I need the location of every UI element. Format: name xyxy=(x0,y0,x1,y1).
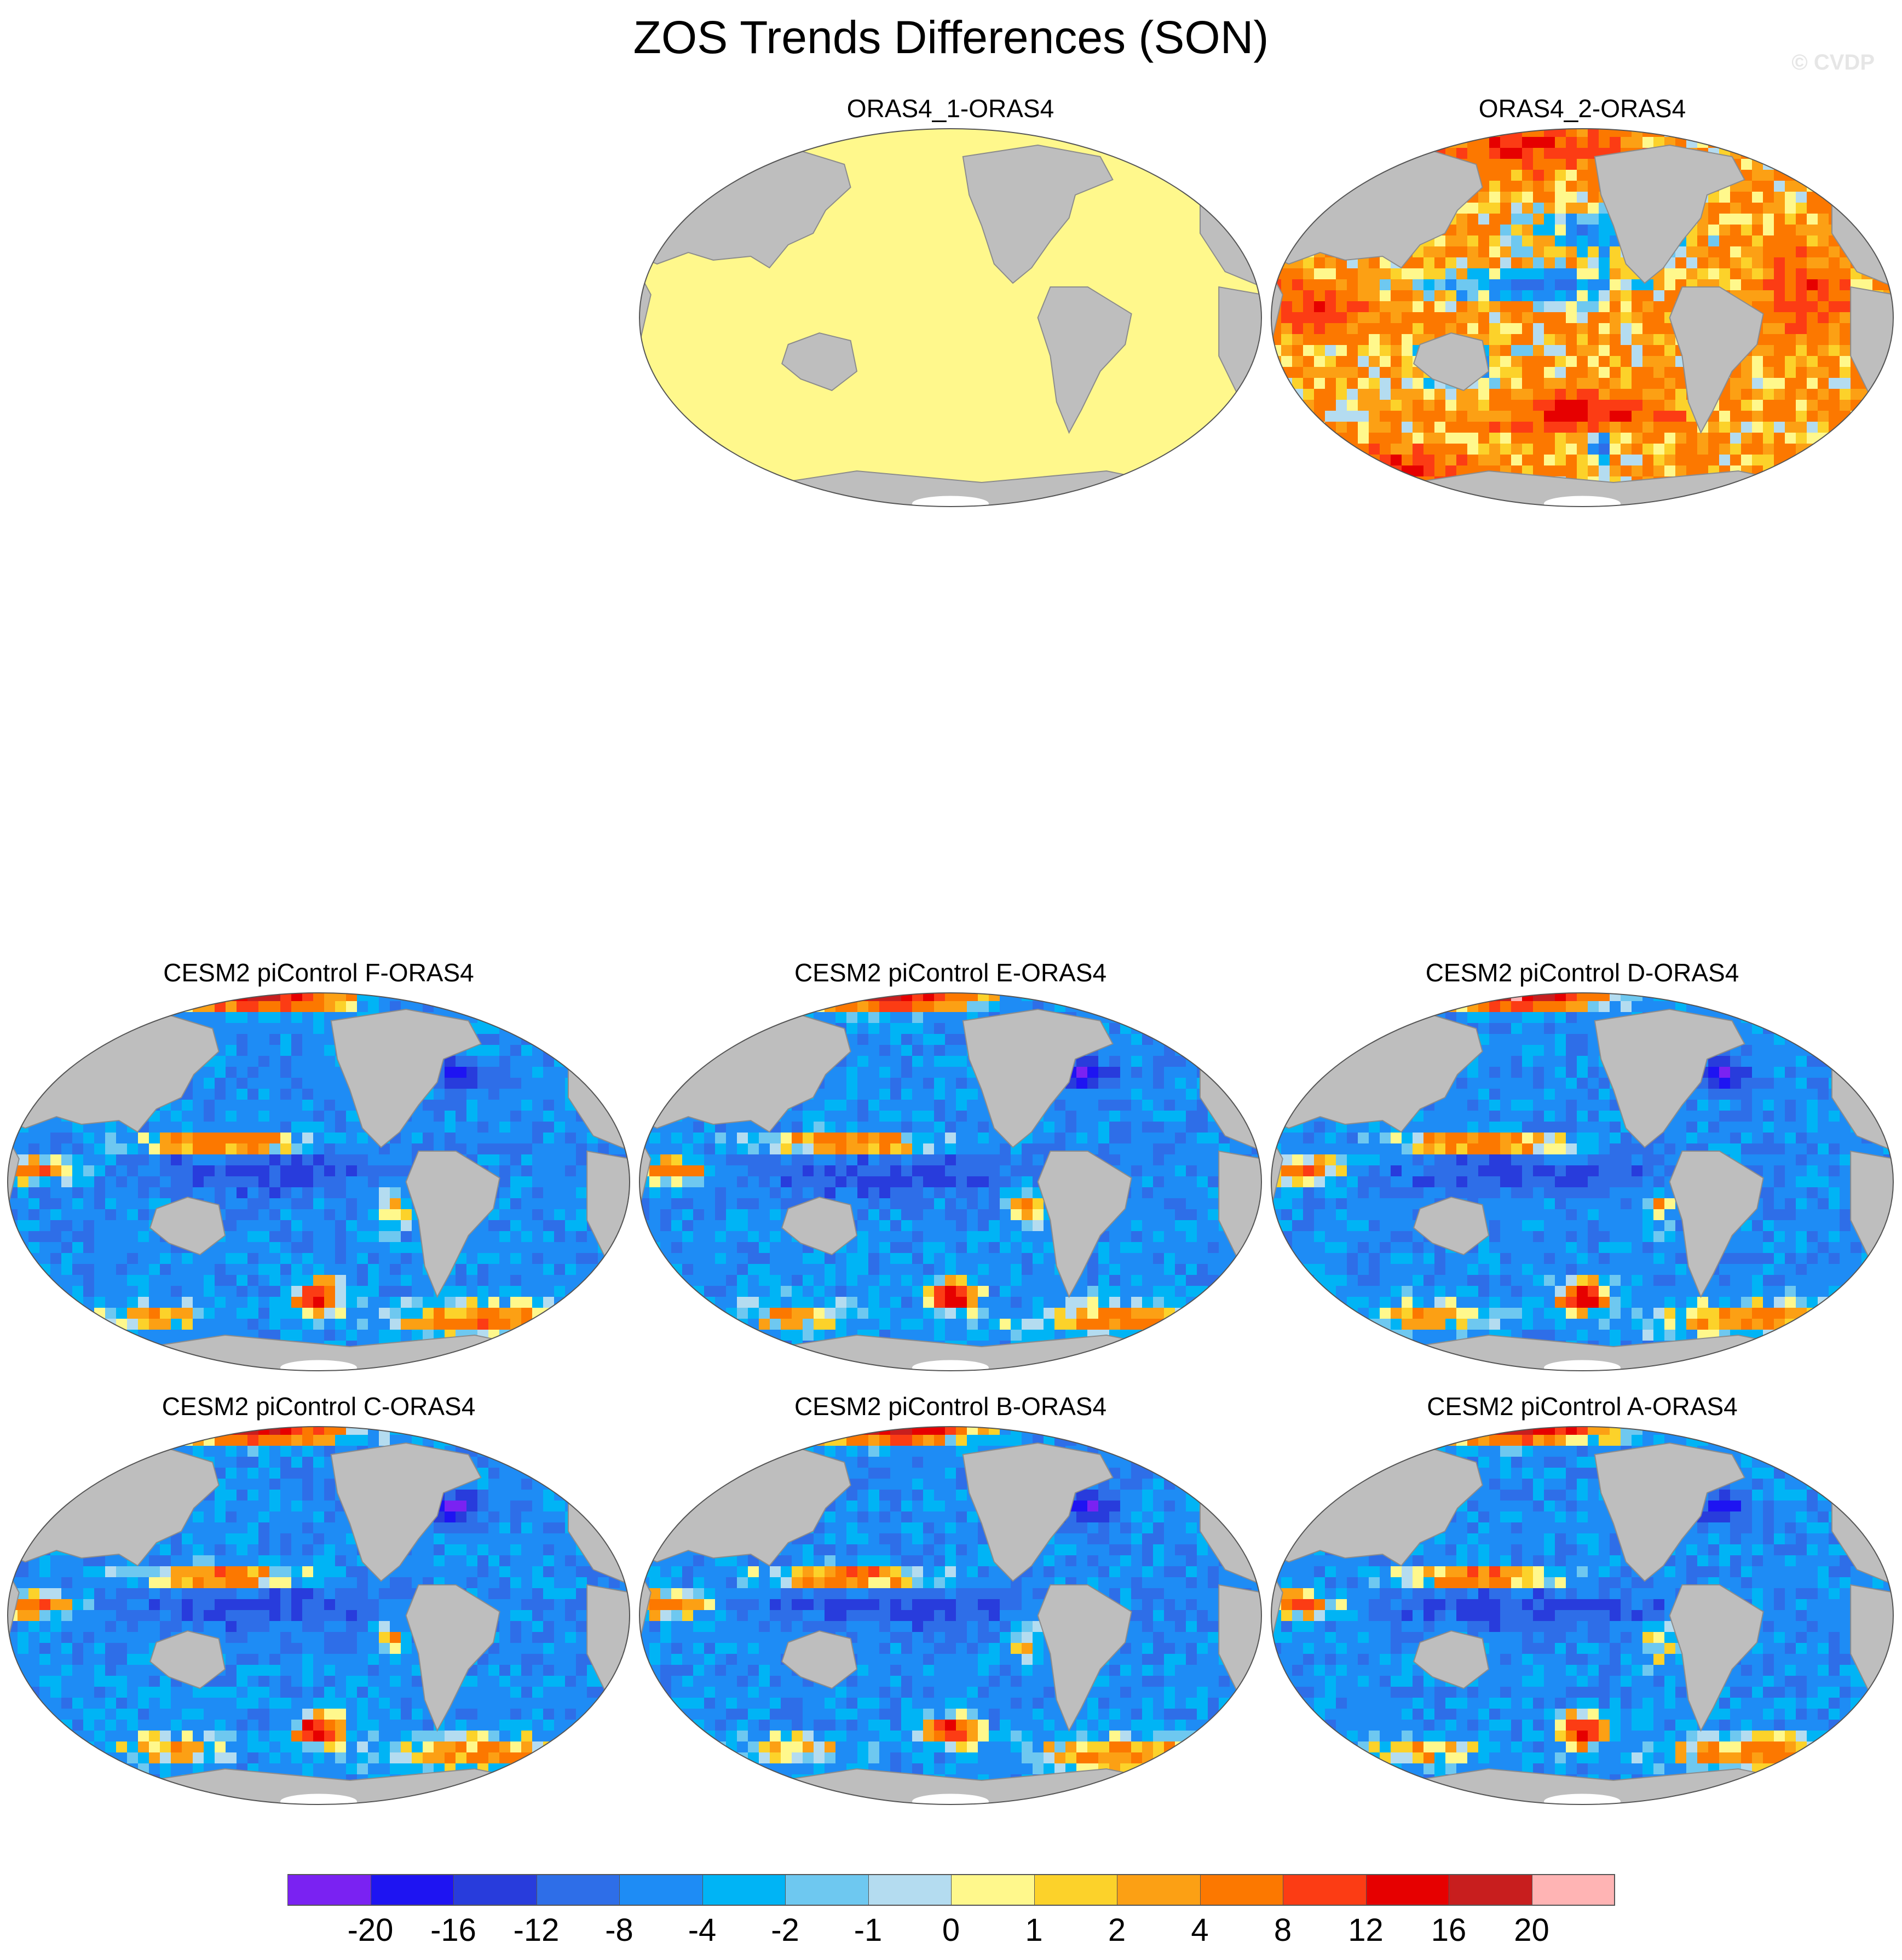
colorbar-box xyxy=(1200,1874,1283,1906)
colorbar-box xyxy=(619,1874,703,1906)
panel-title: CESM2 piControl E-ORAS4 xyxy=(794,958,1107,987)
panel-title: CESM2 piControl C-ORAS4 xyxy=(162,1392,476,1421)
map-oras4-1 xyxy=(639,128,1262,507)
colorbar-box xyxy=(536,1874,620,1906)
colorbar-label: -12 xyxy=(513,1912,560,1948)
map-panel-cesm2-c: CESM2 piControl C-ORAS4 xyxy=(1,1390,636,1817)
colorbar-label: 2 xyxy=(1108,1912,1126,1948)
colorbar-box xyxy=(1531,1874,1615,1906)
colorbar-box xyxy=(1365,1874,1449,1906)
panel-title: ORAS4_1-ORAS4 xyxy=(846,94,1054,123)
colorbar-label: 12 xyxy=(1348,1912,1384,1948)
map-cesm2-c xyxy=(7,1426,630,1805)
map-panel-cesm2-b: CESM2 piControl B-ORAS4 xyxy=(633,1390,1268,1817)
colorbar-box xyxy=(702,1874,786,1906)
map-panel-cesm2-a: CESM2 piControl A-ORAS4 xyxy=(1265,1390,1900,1817)
map-panel-cesm2-e: CESM2 piControl E-ORAS4 xyxy=(633,956,1268,1383)
colorbar-box xyxy=(868,1874,952,1906)
colorbar-label: 0 xyxy=(942,1912,960,1948)
colorbar-label: -4 xyxy=(688,1912,717,1948)
colorbar-label: -16 xyxy=(430,1912,476,1948)
colorbar-box xyxy=(1034,1874,1117,1906)
map-cesm2-b xyxy=(639,1426,1262,1805)
colorbar-label: 1 xyxy=(1025,1912,1043,1948)
map-panel-cesm2-d: CESM2 piControl D-ORAS4 xyxy=(1265,956,1900,1383)
map-panel-oras4-1: ORAS4_1-ORAS4 xyxy=(633,92,1268,519)
colorbar-box xyxy=(1449,1874,1532,1906)
colorbar-box xyxy=(1117,1874,1201,1906)
colorbar-label: 4 xyxy=(1191,1912,1209,1948)
colorbar-label: -2 xyxy=(771,1912,799,1948)
colorbar-box xyxy=(785,1874,869,1906)
colorbar-label: 8 xyxy=(1273,1912,1292,1948)
colorbar-box xyxy=(1283,1874,1367,1906)
map-panel-oras4-2: ORAS4_2-ORAS4 xyxy=(1265,92,1900,519)
colorbar-box xyxy=(453,1874,537,1906)
colorbar-box xyxy=(287,1874,371,1906)
panel-title: CESM2 piControl A-ORAS4 xyxy=(1427,1392,1738,1421)
map-cesm2-f xyxy=(7,992,630,1371)
colorbar-label: 20 xyxy=(1514,1912,1549,1948)
map-cesm2-e xyxy=(639,992,1262,1371)
map-panel-cesm2-f: CESM2 piControl F-ORAS4 xyxy=(1,956,636,1383)
panel-title: CESM2 piControl F-ORAS4 xyxy=(163,958,474,987)
panel-title: CESM2 piControl D-ORAS4 xyxy=(1425,958,1739,987)
colorbar-label: -8 xyxy=(605,1912,633,1948)
map-oras4-2 xyxy=(1271,128,1894,507)
colorbar-box xyxy=(370,1874,454,1906)
colorbar-label: -1 xyxy=(854,1912,883,1948)
colorbar: -20 -16 -12 -8 -4 -2 -1 0 1 2 4 8 12 16 20 xyxy=(287,1874,1615,1956)
colorbar-label: -20 xyxy=(347,1912,394,1948)
panel-title: ORAS4_2-ORAS4 xyxy=(1478,94,1686,123)
map-cesm2-a xyxy=(1271,1426,1894,1805)
panel-title: CESM2 piControl B-ORAS4 xyxy=(794,1392,1107,1421)
watermark: © CVDP xyxy=(1791,50,1875,74)
map-cesm2-d xyxy=(1271,992,1894,1371)
colorbar-box xyxy=(951,1874,1035,1906)
colorbar-label: 16 xyxy=(1431,1912,1467,1948)
main-title: ZOS Trends Differences (SON) xyxy=(633,12,1269,63)
